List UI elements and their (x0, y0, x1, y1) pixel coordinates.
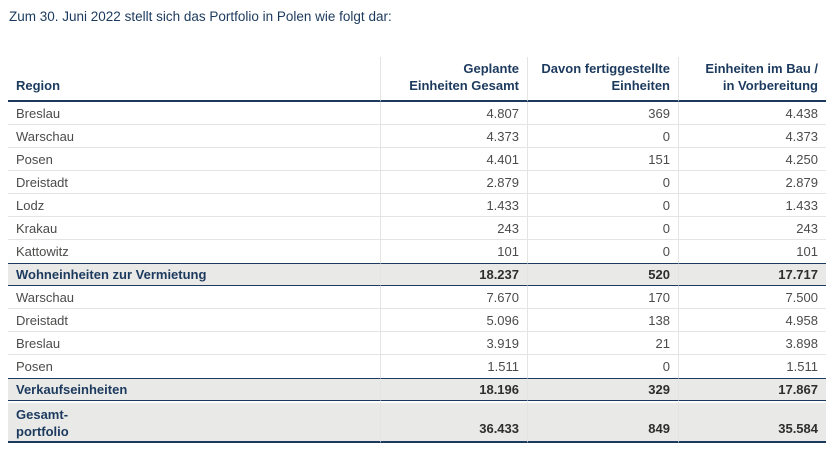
column-header-region: Region (8, 57, 380, 102)
region-cell: Krakau (8, 217, 380, 240)
value-cell: 3.919 (380, 332, 527, 355)
column-header-davon-fertiggestellte-einheiten: Davon fertiggestellte Einheiten (527, 57, 678, 102)
value-cell: 35.584 (678, 401, 826, 443)
value-cell: 101 (380, 240, 527, 263)
value-cell: 4.373 (678, 125, 826, 148)
region-cell: Wohneinheiten zur Vermietung (8, 263, 380, 286)
value-cell: 1.433 (380, 194, 527, 217)
value-cell: 0 (527, 125, 678, 148)
value-cell: 243 (678, 217, 826, 240)
column-header-geplante-einheiten-gesamt: Geplante Einheiten Gesamt (380, 57, 527, 102)
value-cell: 2.879 (380, 171, 527, 194)
value-cell: 3.898 (678, 332, 826, 355)
value-cell: 17.717 (678, 263, 826, 286)
value-cell: 0 (527, 240, 678, 263)
total-row: Gesamt-portfolio 36.433 849 35.584 (8, 401, 826, 443)
region-cell-line: portfolio (16, 423, 69, 439)
table-row: Posen 1.511 0 1.511 (8, 355, 826, 378)
header-line: in Vorbereitung (722, 78, 818, 94)
region-cell: Gesamt-portfolio (8, 401, 380, 443)
table-row: Breslau 3.919 21 3.898 (8, 332, 826, 355)
region-cell: Posen (8, 148, 380, 171)
value-cell: 18.237 (380, 263, 527, 286)
value-cell: 243 (380, 217, 527, 240)
value-cell: 21 (527, 332, 678, 355)
region-cell-line: Gesamt- (16, 407, 69, 422)
value-cell: 0 (527, 194, 678, 217)
header-line: Einheiten (611, 78, 670, 94)
value-cell: 138 (527, 309, 678, 332)
header-line: Davon fertiggestellte (541, 61, 670, 77)
table-row: Breslau 4.807 369 4.438 (8, 102, 826, 125)
value-cell: 4.438 (678, 102, 826, 125)
value-cell: 4.373 (380, 125, 527, 148)
region-cell: Verkaufseinheiten (8, 378, 380, 401)
value-cell: 101 (678, 240, 826, 263)
value-cell: 17.867 (678, 378, 826, 401)
column-header-einheiten-im-bau: Einheiten im Bau / in Vorbereitung (678, 57, 826, 102)
portfolio-table: Region Geplante Einheiten Gesamt Davon f… (8, 57, 826, 443)
table-row: Posen 4.401 151 4.250 (8, 148, 826, 171)
value-cell: 4.401 (380, 148, 527, 171)
header-line: Einheiten im Bau / (705, 61, 818, 77)
value-cell: 36.433 (380, 401, 527, 443)
value-cell: 2.879 (678, 171, 826, 194)
table-body: Breslau 4.807 369 4.438 Warschau 4.373 0 4.373 P… (8, 102, 826, 443)
summary-row: Wohneinheiten zur Vermietung 18.237 520 17.… (8, 263, 826, 286)
region-cell: Dreistadt (8, 309, 380, 332)
value-cell: 849 (527, 401, 678, 443)
value-cell: 520 (527, 263, 678, 286)
header-row: Region Geplante Einheiten Gesamt Davon f… (8, 57, 826, 102)
header-line: Einheiten Gesamt (409, 78, 519, 94)
summary-row: Verkaufseinheiten 18.196 329 17.867 (8, 378, 826, 401)
region-cell: Lodz (8, 194, 380, 217)
region-cell: Warschau (8, 286, 380, 309)
table-row: Krakau 243 0 243 (8, 217, 826, 240)
region-cell: Breslau (8, 102, 380, 125)
value-cell: 0 (527, 171, 678, 194)
table-row: Dreistadt 2.879 0 2.879 (8, 171, 826, 194)
intro-text: Zum 30. Juni 2022 stellt sich das Portfo… (9, 9, 392, 24)
value-cell: 151 (527, 148, 678, 171)
value-cell: 170 (527, 286, 678, 309)
value-cell: 7.500 (678, 286, 826, 309)
table-row: Lodz 1.433 0 1.433 (8, 194, 826, 217)
value-cell: 1.511 (380, 355, 527, 378)
value-cell: 0 (527, 217, 678, 240)
region-cell: Breslau (8, 332, 380, 355)
region-cell: Posen (8, 355, 380, 378)
value-cell: 369 (527, 102, 678, 125)
table-row: Warschau 7.670 170 7.500 (8, 286, 826, 309)
value-cell: 0 (527, 355, 678, 378)
region-cell: Dreistadt (8, 171, 380, 194)
value-cell: 4.958 (678, 309, 826, 332)
header-line: Geplante (463, 61, 519, 77)
value-cell: 4.250 (678, 148, 826, 171)
table-row: Kattowitz 101 0 101 (8, 240, 826, 263)
table-row: Warschau 4.373 0 4.373 (8, 125, 826, 148)
value-cell: 1.511 (678, 355, 826, 378)
value-cell: 18.196 (380, 378, 527, 401)
value-cell: 7.670 (380, 286, 527, 309)
region-cell: Kattowitz (8, 240, 380, 263)
value-cell: 329 (527, 378, 678, 401)
table-row: Dreistadt 5.096 138 4.958 (8, 309, 826, 332)
region-cell: Warschau (8, 125, 380, 148)
value-cell: 1.433 (678, 194, 826, 217)
value-cell: 4.807 (380, 102, 527, 125)
value-cell: 5.096 (380, 309, 527, 332)
